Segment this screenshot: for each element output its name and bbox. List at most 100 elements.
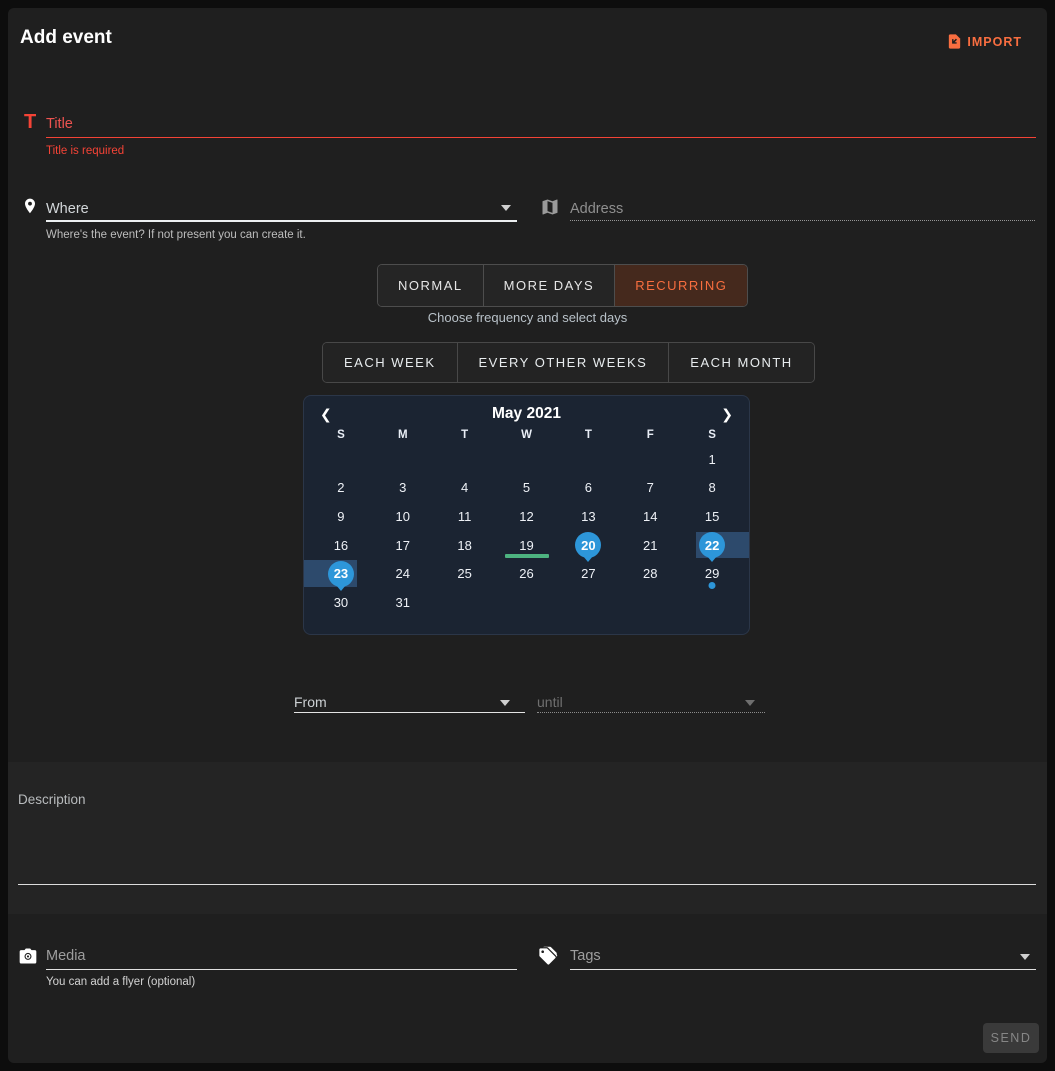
calendar-day-12[interactable]: 12 (496, 502, 558, 531)
calendar-day-19[interactable]: 19 (496, 531, 558, 560)
weekday-label: S (337, 429, 345, 441)
weekday-label: S (708, 429, 716, 441)
from-caret-icon[interactable] (500, 700, 510, 706)
day-number: 17 (395, 537, 411, 553)
calendar-day-21[interactable]: 21 (619, 531, 681, 560)
calendar-day-25[interactable]: 25 (434, 559, 496, 588)
day-number: 15 (704, 508, 720, 524)
tags-caret-icon[interactable] (1020, 954, 1030, 960)
calendar-empty-cell (496, 445, 558, 474)
calendar-day-4[interactable]: 4 (434, 474, 496, 503)
day-number: 14 (642, 508, 658, 524)
calendar-day-20[interactable]: 20 (557, 531, 619, 560)
from-select[interactable]: From (294, 694, 327, 710)
calendar-day-16[interactable]: 16 (310, 531, 372, 560)
until-caret-icon (745, 700, 755, 706)
calendar-day-6[interactable]: 6 (557, 474, 619, 503)
send-button[interactable]: SEND (983, 1023, 1039, 1053)
day-number: 31 (395, 594, 411, 610)
calendar-empty-cell (372, 445, 434, 474)
calendar-day-13[interactable]: 13 (557, 502, 619, 531)
tab-normal[interactable]: NORMAL (378, 265, 484, 306)
calendar-day-11[interactable]: 11 (434, 502, 496, 531)
calendar-week-row: 16 17 18 19 20 21 22 (310, 531, 749, 560)
until-select[interactable]: until (537, 694, 563, 710)
where-select[interactable]: Where (46, 201, 89, 217)
calendar-day-26[interactable]: 26 (496, 559, 558, 588)
calendar-day-7[interactable]: 7 (619, 474, 681, 503)
address-input[interactable]: Address (570, 201, 624, 217)
day-number: 1 (708, 451, 716, 467)
day-number: 9 (337, 508, 345, 524)
calendar-day-17[interactable]: 17 (372, 531, 434, 560)
description-input[interactable]: Description (18, 792, 86, 807)
calendar-day-27[interactable]: 27 (557, 559, 619, 588)
day-number: 5 (522, 480, 531, 496)
day-number: 2 (337, 480, 345, 496)
day-number: 6 (584, 480, 592, 496)
calendar-day-9[interactable]: 9 (310, 502, 372, 531)
weekday-label: M (397, 429, 408, 441)
calendar-week-row: 9 10 11 12 13 14 15 (310, 502, 743, 531)
title-input[interactable]: Title (46, 116, 73, 132)
every-other-weeks-button[interactable]: EVERY OTHER WEEKS (457, 343, 670, 382)
calendar-day-18[interactable]: 18 (434, 531, 496, 560)
day-number: 7 (646, 480, 654, 496)
frequency-caption: Choose frequency and select days (427, 310, 628, 325)
title-underline (46, 137, 1036, 138)
calendar-day-1[interactable]: 1 (681, 445, 743, 474)
until-underline (537, 712, 765, 713)
weekday-label: T (461, 429, 469, 441)
day-number: 16 (333, 537, 349, 553)
each-month-button[interactable]: EACH MONTH (669, 343, 814, 382)
day-number: 18 (457, 537, 472, 553)
calendar-day-3[interactable]: 3 (372, 474, 434, 503)
each-week-button[interactable]: EACH WEEK (323, 343, 458, 382)
tab-more-days[interactable]: MORE DAYS (483, 265, 616, 306)
calendar-day-15[interactable]: 15 (681, 502, 743, 531)
day-number: 12 (519, 508, 534, 524)
calendar-day-5[interactable]: 5 (496, 474, 558, 503)
frequency-button-group: EACH WEEK EVERY OTHER WEEKS EACH MONTH (322, 342, 815, 383)
add-event-dialog: Add event IMPORT T Title Title is requir… (8, 8, 1047, 1063)
day-number: 13 (581, 508, 596, 524)
calendar-day-24[interactable]: 24 (372, 559, 434, 588)
day-number: 19 (519, 537, 534, 553)
page-title: Add event (20, 27, 112, 48)
tab-recurring[interactable]: RECURRING (615, 265, 748, 306)
from-underline (294, 712, 525, 713)
title-icon: T (24, 111, 37, 133)
calendar-empty-cell (619, 588, 681, 617)
import-label: IMPORT (967, 34, 1022, 49)
calendar-day-23[interactable]: 23 (304, 559, 372, 588)
calendar-week-row: 30 31 (310, 588, 743, 617)
calendar-day-28[interactable]: 28 (619, 559, 681, 588)
tags-select[interactable]: Tags (570, 948, 601, 964)
where-caret-icon[interactable] (501, 205, 511, 211)
media-input[interactable]: Media (46, 948, 86, 964)
calendar-month-title: May 2021 (492, 405, 561, 422)
calendar-prev-button[interactable]: ❮ (320, 406, 332, 422)
media-underline (46, 969, 517, 970)
calendar-day-31[interactable]: 31 (372, 588, 434, 617)
day-number: 27 (581, 566, 596, 582)
calendar-day-2[interactable]: 2 (310, 474, 372, 503)
calendar-next-button[interactable]: ❯ (721, 406, 733, 422)
import-button[interactable]: IMPORT (946, 33, 1022, 50)
calendar-day-10[interactable]: 10 (372, 502, 434, 531)
calendar-day-22[interactable]: 22 (681, 531, 749, 560)
calendar-week-row: 2 3 4 5 6 7 8 (310, 474, 743, 503)
calendar-day-29[interactable]: 29 (681, 559, 743, 588)
day-number: 28 (642, 566, 658, 582)
day-number: 26 (519, 566, 534, 582)
calendar-empty-cell (681, 588, 743, 617)
calendar-day-30[interactable]: 30 (310, 588, 372, 617)
day-number: 21 (642, 537, 658, 553)
day-number: 3 (399, 480, 407, 496)
selected-day-marker: 23 (327, 560, 354, 587)
day-number: 4 (461, 480, 469, 496)
calendar-day-14[interactable]: 14 (619, 502, 681, 531)
calendar-empty-cell (434, 445, 496, 474)
calendar-day-8[interactable]: 8 (681, 474, 743, 503)
